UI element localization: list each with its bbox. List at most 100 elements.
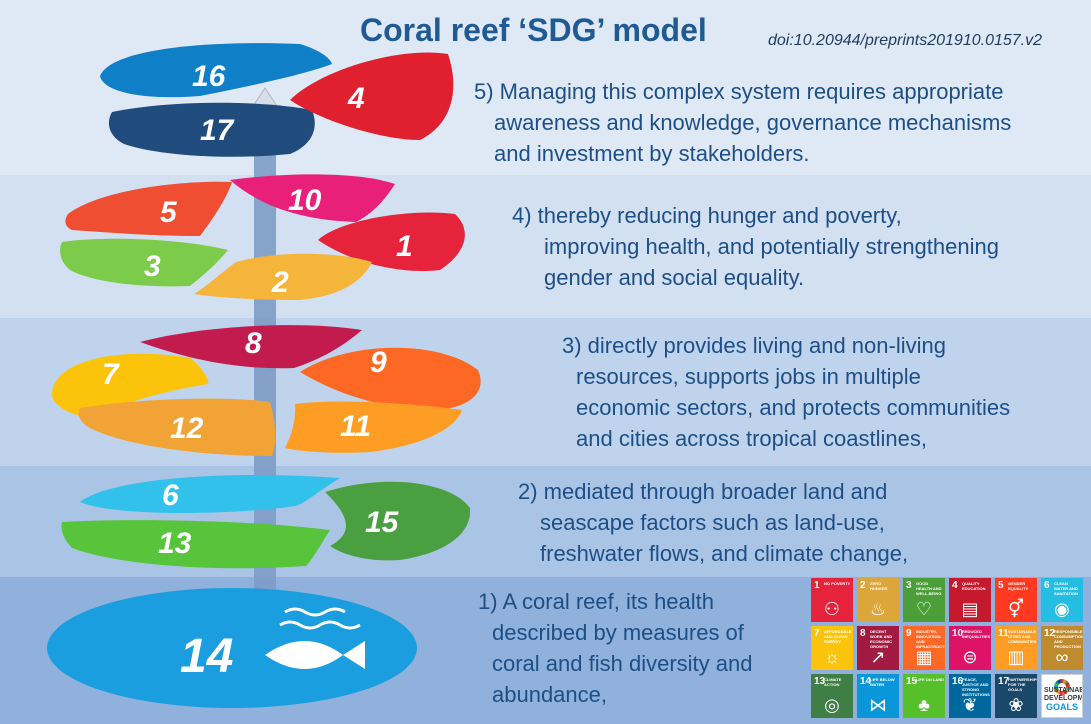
sdg-tile-title: GENDER EQUALITY <box>1008 581 1029 591</box>
sdg-tile-title: PEACE, JUSTICE AND STRONG INSTITUTIONS <box>962 677 990 697</box>
dove-icon: ❦ <box>962 695 978 715</box>
sdg-tile-title: CLEAN WATER AND SANITATION <box>1054 581 1078 596</box>
level-1-line-4: abundance, <box>492 682 607 707</box>
gender-icon: ⚥ <box>1007 599 1025 619</box>
sdg-tile-number: 14 <box>860 676 872 687</box>
petal-sdg2 <box>194 253 372 300</box>
petal-sdg14 <box>47 588 417 708</box>
level-2-line-3: freshwater flows, and climate change, <box>540 541 909 566</box>
petal-sdg4 <box>290 52 454 141</box>
sdg-tile-14: 14 LIFE BELOW WATER ⋈ <box>857 674 899 718</box>
sun-icon: ☼ <box>823 647 841 667</box>
petal-sdg8 <box>140 325 362 369</box>
infinity-icon: ∞ <box>1055 647 1069 667</box>
sdg-tile-number: 9 <box>906 628 912 639</box>
sdg-tile-number: 4 <box>952 580 958 591</box>
sdg-tile-5: 5 GENDER EQUALITY ⚥ <box>995 578 1037 622</box>
petal-sdg12 <box>78 398 276 456</box>
petal-label-10: 10 <box>288 184 322 217</box>
petal-label-5: 5 <box>160 196 178 229</box>
level-1-line-2: described by measures of <box>492 620 744 645</box>
petal-label-16: 16 <box>192 60 226 93</box>
petal-label-3: 3 <box>144 250 161 283</box>
level-3-line-4: and cities across tropical coastlines, <box>576 426 927 451</box>
level-3-description: 3) directly provides living and non-livi… <box>562 330 1010 454</box>
petal-sdg9 <box>300 347 481 411</box>
petal-label-2: 2 <box>271 266 289 299</box>
petal-sdg6 <box>80 475 340 513</box>
sdg-tile-12: 12 RESPONSIBLE CONSUMPTION AND PRODUCTION… <box>1041 626 1083 670</box>
sdg-tile-number: 1 <box>814 580 820 591</box>
petal-sdg10 <box>230 174 395 222</box>
sdg-logo-line-3: GOALS <box>1045 702 1078 712</box>
wave-lines <box>279 607 361 630</box>
sdg-tile-title: QUALITY EDUCATION <box>962 581 986 591</box>
sdg-goals-grid: 1 NO POVERTY ⚇ 2 ZERO HUNGER ♨ 3 GOOD HEALTH AN… <box>811 578 1085 718</box>
petal-sdg15 <box>325 481 471 561</box>
level-2-description: 2) mediated through broader land and sea… <box>518 476 908 569</box>
sdg-tile-8: 8 DECENT WORK AND ECONOMIC GROWTH ↗ <box>857 626 899 670</box>
level-4-line-2: improving health, and potentially streng… <box>544 234 999 259</box>
level-2-line-2: seascape factors such as land-use, <box>540 510 885 535</box>
page-title: Coral reef ‘SDG’ model <box>360 12 707 48</box>
sdg-tile-number: 3 <box>906 580 912 591</box>
bowl-icon: ♨ <box>869 599 887 619</box>
level-5-line-1: 5) Managing this complex system requires… <box>474 79 1004 104</box>
sdg-tile-number: 13 <box>814 676 826 687</box>
sdg-logo-text: SUSTAINABLEDEVELOPMENTGOALS <box>1044 687 1083 713</box>
sdg-logo-line-2: DEVELOPMENT <box>1044 695 1083 702</box>
petal-sdg1 <box>318 212 465 272</box>
flower-icon: ❀ <box>1008 695 1024 715</box>
sdg-tile-number: 7 <box>814 628 820 639</box>
sdg-tile-number: 6 <box>1044 580 1050 591</box>
sdg-tile-title: GOOD HEALTH AND WELL-BEING <box>916 581 942 596</box>
level-1-line-3: coral and fish diversity and <box>492 651 753 676</box>
sdg-tile-title: PARTNERSHIPS FOR THE GOALS <box>1008 677 1037 692</box>
sdg-tile-number: 16 <box>952 676 964 687</box>
tree-icon: ♣ <box>918 695 930 715</box>
level-4-description: 4) thereby reducing hunger and poverty, … <box>512 200 999 293</box>
level-3-line-2: resources, supports jobs in multiple <box>576 364 921 389</box>
sdg-tile-number: 15 <box>906 676 918 687</box>
sdg-tile-17: 17 PARTNERSHIPS FOR THE GOALS ❀ <box>995 674 1037 718</box>
sdg-tile-title: ZERO HUNGER <box>870 581 888 591</box>
sdg-tile-7: 7 AFFORDABLE AND CLEAN ENERGY ☼ <box>811 626 853 670</box>
sdg-tile-15: 15 LIFE ON LAND ♣ <box>903 674 945 718</box>
petal-sdg11 <box>285 401 462 453</box>
heartbeat-icon: ♡ <box>915 599 933 619</box>
petal-label-8: 8 <box>245 327 262 360</box>
equal-icon: ⊜ <box>962 647 978 667</box>
petal-sdg3 <box>60 238 228 287</box>
sdg-tile-title: LIFE ON LAND <box>916 677 944 682</box>
growth-chart-icon: ↗ <box>870 647 886 667</box>
sdg-logo-line-1: SUSTAINABLE <box>1044 687 1082 694</box>
petal-label-11: 11 <box>340 410 371 443</box>
book-icon: ▤ <box>961 599 979 619</box>
level-4-line-3: gender and social equality. <box>544 265 805 290</box>
sdg-tile-title: RESPONSIBLE CONSUMPTION AND PRODUCTION <box>1054 629 1083 649</box>
petal-label-9: 9 <box>370 346 387 379</box>
petal-label-14: 14 <box>180 630 233 683</box>
petal-label-13: 13 <box>158 527 192 560</box>
sdg-tile-number: 11 <box>998 628 1009 639</box>
petal-sdg5 <box>65 181 232 236</box>
sdg-wheel-icon <box>1054 679 1070 695</box>
sdg-tile-3: 3 GOOD HEALTH AND WELL-BEING ♡ <box>903 578 945 622</box>
petal-sdg7 <box>51 353 209 418</box>
sdg-tile-title: AFFORDABLE AND CLEAN ENERGY <box>824 629 852 644</box>
sdg-tile-title: LIFE BELOW WATER <box>870 677 895 687</box>
fish-icon: ⋈ <box>869 695 887 715</box>
sdg-tile-title: DECENT WORK AND ECONOMIC GROWTH <box>870 629 893 649</box>
sdg-tile-number: 8 <box>860 628 866 639</box>
sdg-tile-title: INDUSTRY, INNOVATION AND INFRASTRUCTURE <box>916 629 945 649</box>
level-1-line-1: 1) A coral reef, its health <box>478 589 715 614</box>
sdg-tile-title: CLIMATE ACTION <box>824 677 842 687</box>
level-5-line-3: and investment by stakeholders. <box>494 141 810 166</box>
petal-label-12: 12 <box>170 412 204 445</box>
sdg-tile-title: REDUCED INEQUALITIES <box>962 629 991 639</box>
sdg-tile-13: 13 CLIMATE ACTION ◎ <box>811 674 853 718</box>
petal-label-17: 17 <box>200 114 235 147</box>
sdg-tile-11: 11 SUSTAINABLE CITIES AND COMMUNITIES ▥ <box>995 626 1037 670</box>
level-1-description: 1) A coral reef, its health described by… <box>478 586 752 710</box>
sdg-tile-6: 6 CLEAN WATER AND SANITATION ◉ <box>1041 578 1083 622</box>
